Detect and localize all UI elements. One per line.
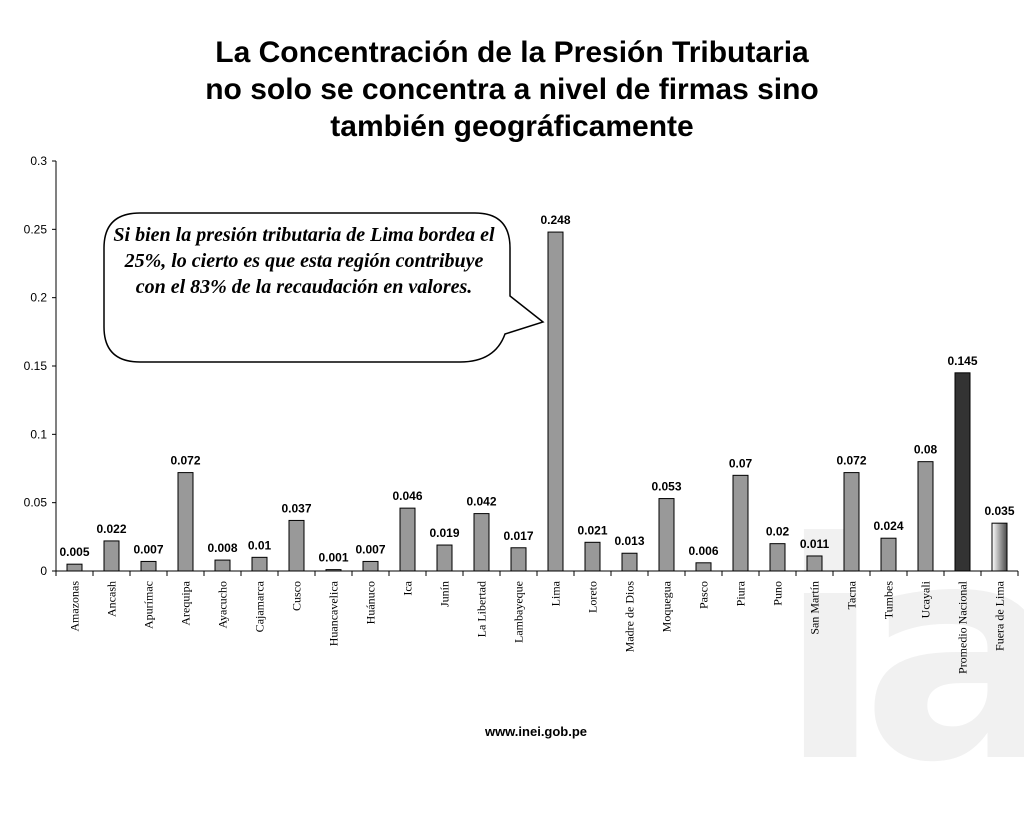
bar (917, 461, 934, 572)
y-tick-label: 0.1 (30, 427, 47, 441)
bar (769, 543, 786, 572)
x-tick-label: La Libertad (475, 581, 489, 637)
data-label: 0.001 (318, 551, 348, 565)
data-label: 0.013 (614, 534, 644, 548)
x-tick-label: Madre de Dios (623, 581, 637, 653)
data-label: 0.035 (984, 504, 1014, 518)
y-tick-label: 0 (40, 564, 47, 578)
data-label: 0.02 (766, 525, 790, 539)
bar (251, 556, 268, 572)
bar (732, 474, 749, 572)
x-tick-label: Lima (549, 580, 563, 606)
x-tick-label: Junín (438, 581, 452, 607)
data-label: 0.072 (170, 454, 200, 468)
x-tick-label: Piura (734, 580, 748, 606)
x-tick-label: Ica (401, 580, 415, 595)
bar-chart: 00.050.10.150.20.250.3 0.0050.0220.0070.… (24, 154, 1019, 674)
data-label: 0.024 (873, 519, 903, 533)
bar (658, 498, 675, 572)
bar (436, 544, 453, 572)
x-tick-label: Arequipa (179, 580, 193, 625)
bar (103, 540, 120, 572)
x-tick-label: Puno (771, 581, 785, 606)
bar (806, 555, 823, 572)
bar (695, 562, 712, 572)
x-tick-label: Cajamarca (253, 580, 267, 632)
bar (547, 231, 564, 572)
data-label: 0.021 (577, 523, 607, 537)
bar (584, 541, 601, 572)
data-label: 0.019 (429, 526, 459, 540)
bar (140, 560, 157, 572)
bar (473, 513, 490, 572)
bar (880, 537, 897, 572)
data-label: 0.007 (355, 542, 385, 556)
page-title: La Concentración de la Presión Tributari… (0, 34, 1024, 145)
x-tick-label: San Martín (808, 581, 822, 635)
data-label: 0.006 (688, 544, 718, 558)
data-label: 0.005 (59, 545, 89, 559)
data-label: 0.042 (466, 495, 496, 509)
data-label: 0.037 (281, 501, 311, 515)
chart-value-labels: 0.005 0.022 0.007 0.072 0.008 0.01 0.037 0.001 0… (59, 213, 1014, 565)
data-label: 0.046 (392, 489, 422, 503)
chart-bars (66, 231, 1008, 572)
bar (66, 563, 83, 572)
callout-bubble (103, 212, 545, 363)
x-tick-label: Apurímac (142, 581, 156, 629)
bar (991, 522, 1008, 572)
chart-category-labels: Amazonas Ancash Apurímac Arequipa Ayacucho Ca… (68, 580, 1007, 674)
y-tick-label: 0.15 (24, 359, 48, 373)
bar (214, 559, 231, 572)
data-label: 0.053 (651, 480, 681, 494)
title-line-3: también geográficamente (330, 110, 694, 143)
callout-text: Si bien la presión tributaria de Lima bo… (113, 224, 495, 298)
y-tick-label: 0.05 (24, 496, 48, 510)
x-tick-label: Huánuco (364, 581, 378, 624)
x-tick-label: Loreto (586, 581, 600, 613)
data-label: 0.01 (248, 538, 272, 552)
bar (362, 560, 379, 572)
data-label: 0.07 (729, 456, 753, 470)
x-tick-label: Tacna (845, 580, 859, 609)
x-tick-label: Promedio Nacional (956, 580, 970, 674)
x-tick-label: Amazonas (68, 581, 82, 632)
x-tick-label: Lambayeque (512, 581, 526, 643)
x-tick-label: Cusco (290, 581, 304, 611)
title-line-1: La Concentración de la Presión Tributari… (215, 36, 809, 69)
bar (621, 552, 638, 572)
data-label: 0.022 (96, 522, 126, 536)
bar (325, 569, 342, 572)
data-label: 0.08 (914, 443, 938, 457)
title-line-2: no solo se concentra a nivel de firmas s… (205, 73, 819, 106)
bar (843, 472, 860, 572)
y-tick-label: 0.3 (30, 154, 47, 168)
x-tick-label: Ucayali (919, 580, 933, 618)
data-label: 0.145 (947, 354, 977, 368)
data-label: 0.008 (207, 541, 237, 555)
y-tick-label: 0.2 (30, 291, 47, 305)
footer-url: www.inei.gob.pe (484, 724, 588, 739)
bar (510, 547, 527, 572)
x-tick-label: Huancavelica (327, 580, 341, 646)
bar (399, 507, 416, 572)
x-tick-label: Ayacucho (216, 581, 230, 629)
y-tick-label: 0.25 (24, 222, 48, 236)
x-tick-label: Ancash (105, 581, 119, 617)
x-tick-label: Moquegua (660, 580, 674, 632)
data-label: 0.017 (503, 529, 533, 543)
data-label: 0.248 (540, 213, 570, 227)
x-tick-label: Tumbes (882, 581, 896, 620)
data-label: 0.007 (133, 542, 163, 556)
bar (288, 519, 305, 572)
data-label: 0.072 (836, 454, 866, 468)
x-tick-label: Pasco (697, 581, 711, 609)
data-label: 0.011 (800, 537, 830, 551)
bar (954, 372, 971, 572)
bar (177, 472, 194, 572)
x-tick-label: Fuera de Lima (993, 580, 1007, 651)
